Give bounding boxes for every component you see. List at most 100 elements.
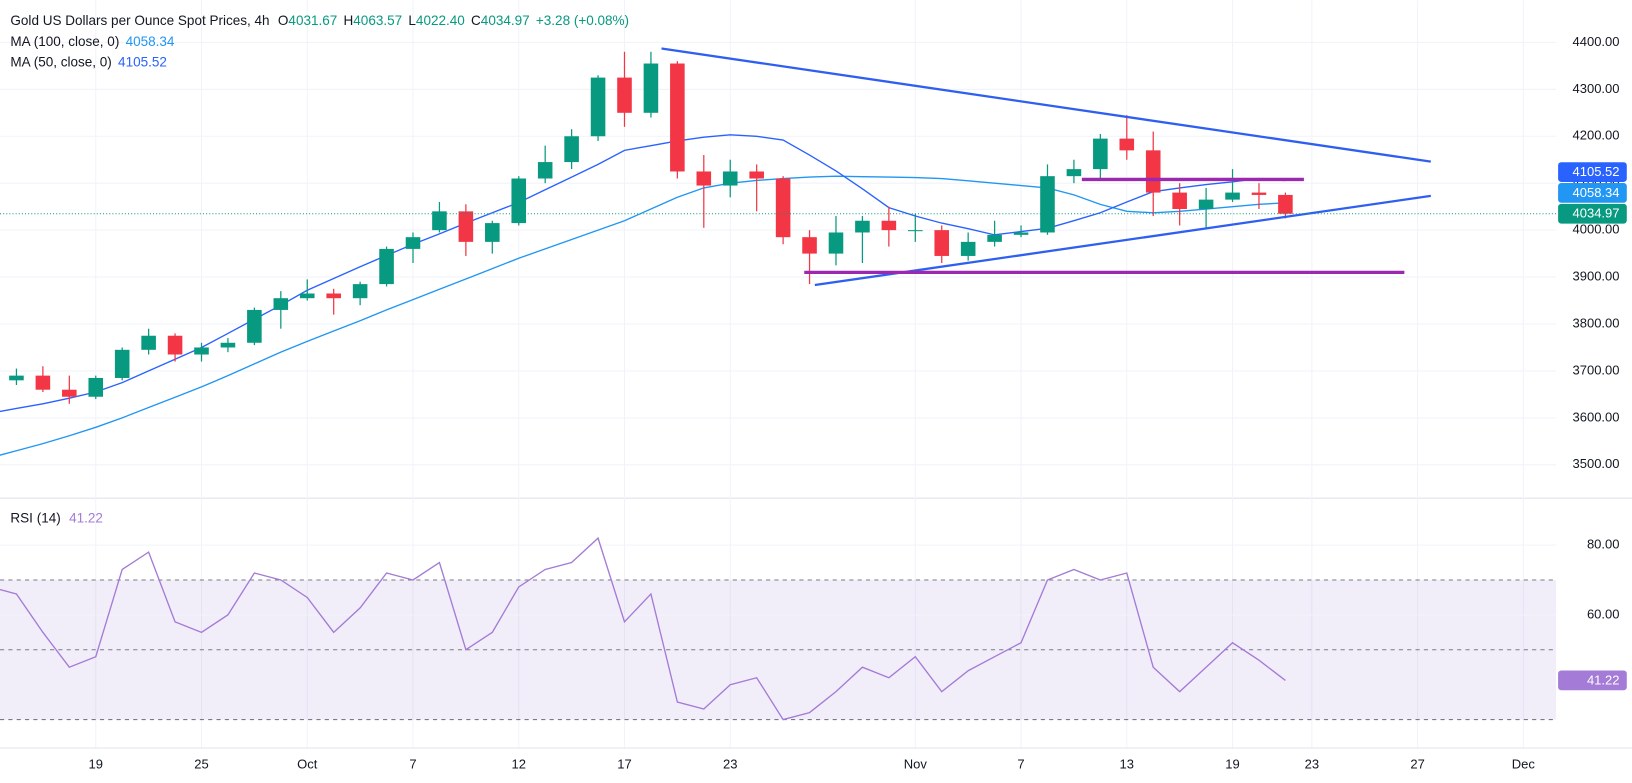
candle-body [590,77,606,137]
price-label-box [1558,670,1627,691]
x-tick-label: 13 [1120,757,1134,772]
y-tick-label: 3800.00 [1573,315,1620,330]
candle-body [1093,138,1108,170]
candle-body [458,211,474,242]
x-tick-label: 19 [89,757,103,772]
candle-body [643,63,659,113]
legend-entry: MA (50, close, 0) 4105.52 [10,54,167,69]
price-label: 4058.34 [1573,185,1620,200]
ohlc-value: 4031.67 [288,13,337,28]
legend-value: 4058.34 [126,33,175,48]
candle-body [141,335,156,350]
x-tick-label: 12 [512,757,526,772]
ohlc-label: L [408,13,416,28]
candle-body [617,77,632,113]
y-tick-label: 3900.00 [1573,269,1620,284]
chart-title: Gold US Dollars per Ounce Spot Prices, 4… [10,13,269,28]
candle-body [273,298,289,310]
x-tick-label: 27 [1410,757,1424,772]
price-label-box [1558,162,1627,182]
ohlc-value: 4063.57 [353,13,402,28]
legend-name: MA (50, close, 0) [10,54,111,69]
candle-body [352,284,368,299]
candle-body [299,293,315,299]
candle-body [35,375,51,390]
rsi-line [0,536,1286,721]
candle-body [247,309,262,343]
ohlc-value: 4034.97 [481,13,530,28]
candle-body [934,230,950,256]
trendline [814,194,1431,287]
legend-entry: MA (100, close, 0) 4058.34 [10,33,175,48]
candle-body [485,223,500,242]
candle-body [775,178,791,238]
y-tick-label: 4300.00 [1573,81,1620,96]
x-tick-label: 7 [1017,757,1024,772]
candle-body [1119,138,1135,151]
candle-body [828,232,844,254]
trendline [661,47,1431,163]
y-tick-label: 3600.00 [1573,409,1620,424]
y-tick-label: 60.00 [1587,606,1620,621]
x-tick-label: 7 [409,757,416,772]
rsi-title: RSI (14) [10,510,60,525]
moving-average-line [0,134,1286,413]
moving-average-line [0,175,1286,456]
candle-body [855,220,870,233]
candle-body [749,171,764,179]
candle-body [220,342,236,348]
price-label-box [1558,183,1627,203]
x-tick-label: Nov [904,757,928,772]
candle-body [960,241,976,256]
candle-body [1172,192,1187,210]
price-label: 41.22 [1587,672,1620,687]
price-label-box [1558,203,1627,224]
x-tick-label: Dec [1512,757,1536,772]
candle-body [62,389,77,397]
candle-body [987,234,1002,242]
candle-body [1013,232,1029,235]
y-tick-label: 4000.00 [1573,222,1620,237]
x-tick-label: Oct [297,757,318,772]
candle-body [9,375,24,381]
x-tick-label: 23 [723,757,737,772]
candle-body [881,220,897,231]
candle-body [432,211,447,231]
y-tick-label: 3700.00 [1573,362,1620,377]
ohlc-label: C [471,13,481,28]
candle-body [1198,199,1214,210]
ohlc-label: H [344,13,354,28]
legend-name: MA (100, close, 0) [10,33,119,48]
x-tick-label: 19 [1225,757,1239,772]
y-tick-label: 3500.00 [1573,456,1620,471]
y-tick-label: 4400.00 [1573,34,1620,49]
header: Gold US Dollars per Ounce Spot Prices, 4… [10,13,629,28]
candle-body [1251,192,1267,195]
candle-body [1278,194,1293,214]
ohlc-label: O [278,13,289,28]
change: +3.28 (+0.08%) [536,13,629,28]
candle-body [379,248,394,285]
y-tick-label: 80.00 [1587,537,1620,552]
candle-body [537,162,553,179]
x-tick-label: 23 [1305,757,1319,772]
candle-body [802,237,817,254]
candle-body [167,335,183,355]
rsi-value: 41.22 [69,510,103,525]
price-label: 4034.97 [1573,206,1620,221]
ohlc-value: 4022.40 [416,13,465,28]
legend-value: 4105.52 [118,54,167,69]
price-label: 4105.52 [1573,164,1620,179]
x-tick-label: 17 [617,757,631,772]
candle-body [1040,176,1055,233]
plot [0,47,1557,721]
candle-body [88,377,104,397]
candle-body [326,293,341,299]
candle-body [1066,169,1082,177]
candle-body [511,178,527,224]
candle-body [1225,192,1240,200]
y-tick-label: 4200.00 [1573,128,1620,143]
